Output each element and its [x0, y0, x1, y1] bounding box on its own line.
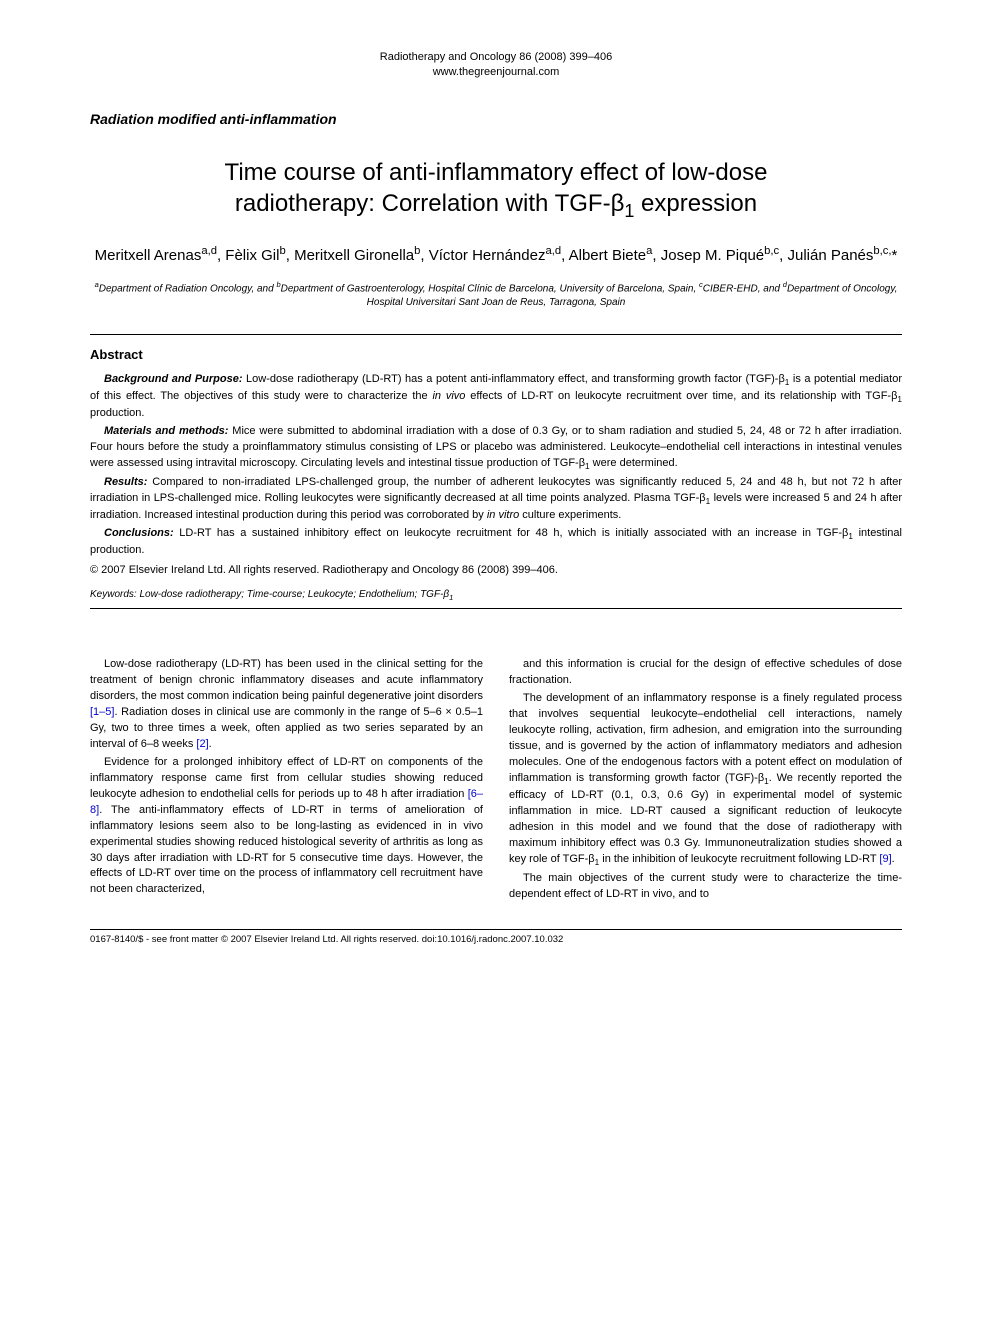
- title-line-2-pre: radiotherapy: Correlation with TGF-β: [235, 190, 625, 217]
- abstract-segment-label: Conclusions:: [104, 527, 174, 539]
- footer-copyright: 0167-8140/$ - see front matter © 2007 El…: [90, 929, 902, 945]
- article-title: Time course of anti-inflammatory effect …: [90, 157, 902, 223]
- title-line-1: Time course of anti-inflammatory effect …: [225, 159, 768, 186]
- journal-header: Radiotherapy and Oncology 86 (2008) 399–…: [90, 50, 902, 81]
- journal-citation: Radiotherapy and Oncology 86 (2008) 399–…: [90, 50, 902, 65]
- abstract-segment: Results: Compared to non-irradiated LPS-…: [90, 475, 902, 524]
- body-paragraph: The development of an inflammatory respo…: [509, 691, 902, 869]
- body-paragraph: Low-dose radiotherapy (LD-RT) has been u…: [90, 657, 483, 753]
- rule-top: [90, 334, 902, 335]
- abstract-segment: Conclusions: LD-RT has a sustained inhib…: [90, 526, 902, 559]
- title-subscript: 1: [624, 201, 634, 221]
- rule-bottom: [90, 608, 902, 609]
- keywords: Keywords: Low-dose radiotherapy; Time-co…: [90, 589, 902, 602]
- author-list: Meritxell Arenasa,d, Fèlix Gilb, Meritxe…: [90, 243, 902, 268]
- abstract-segment-label: Results:: [104, 476, 147, 488]
- abstract-segment: Materials and methods: Mice were submitt…: [90, 424, 902, 473]
- abstract-segment-text: Compared to non-irradiated LPS-challenge…: [90, 476, 902, 521]
- abstract-segment-label: Materials and methods:: [104, 425, 228, 437]
- body-paragraph: The main objectives of the current study…: [509, 871, 902, 903]
- abstract-copyright: © 2007 Elsevier Ireland Ltd. All rights …: [90, 563, 902, 579]
- body-column-left: Low-dose radiotherapy (LD-RT) has been u…: [90, 657, 483, 904]
- body-paragraph: and this information is crucial for the …: [509, 657, 902, 689]
- article-body: Low-dose radiotherapy (LD-RT) has been u…: [90, 657, 902, 904]
- journal-url: www.thegreenjournal.com: [90, 65, 902, 80]
- abstract-segment-label: Background and Purpose:: [104, 373, 243, 385]
- keywords-text: Low-dose radiotherapy; Time-course; Leuk…: [137, 589, 454, 600]
- abstract-body: Background and Purpose: Low-dose radioth…: [90, 372, 902, 579]
- title-line-2-post: expression: [634, 190, 757, 217]
- abstract-segment: Background and Purpose: Low-dose radioth…: [90, 372, 902, 422]
- abstract-heading: Abstract: [90, 347, 902, 362]
- keywords-label: Keywords:: [90, 589, 137, 600]
- affiliations: aDepartment of Radiation Oncology, and b…: [90, 280, 902, 310]
- body-column-right: and this information is crucial for the …: [509, 657, 902, 904]
- body-paragraph: Evidence for a prolonged inhibitory effe…: [90, 755, 483, 898]
- abstract-segment-text: LD-RT has a sustained inhibitory effect …: [90, 527, 902, 556]
- article-section-label: Radiation modified anti-inflammation: [90, 111, 902, 127]
